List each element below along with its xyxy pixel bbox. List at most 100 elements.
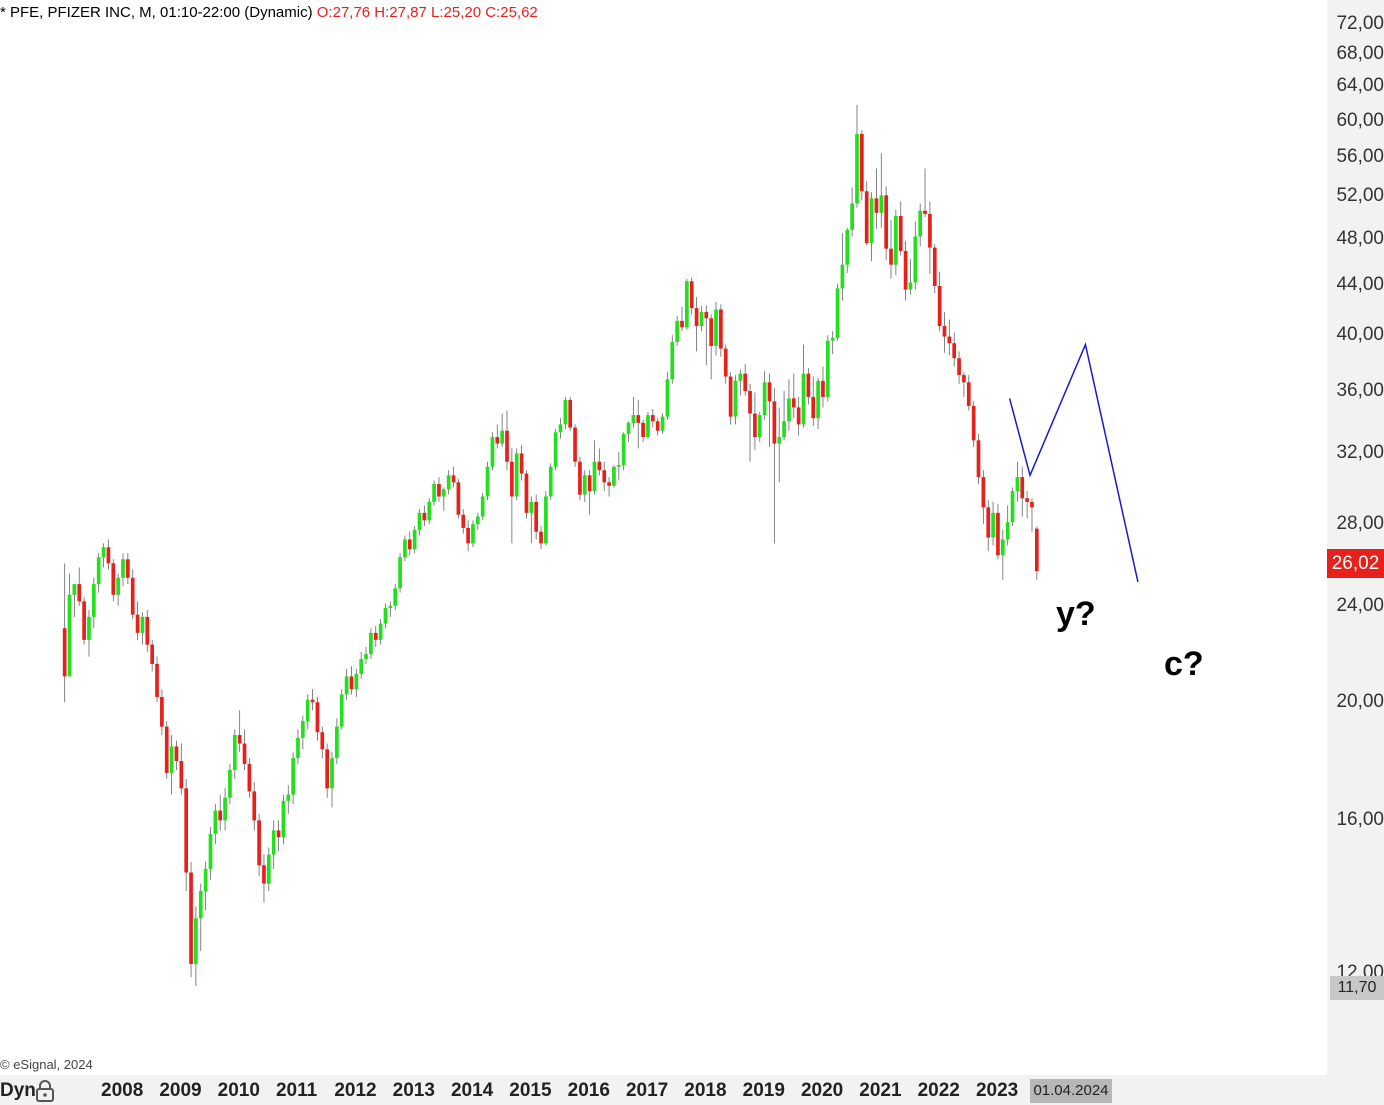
candle [286, 785, 291, 814]
candle-body-down [407, 539, 412, 550]
candle [937, 271, 942, 332]
candle [213, 804, 218, 845]
price-tick-label: 60,00 [1336, 109, 1384, 131]
candle-body-up [801, 373, 806, 425]
candle [475, 512, 480, 530]
candle [680, 306, 684, 332]
time-axis[interactable] [0, 1075, 1384, 1105]
projection-line[interactable] [1008, 342, 1139, 583]
candle-body-down [1030, 501, 1034, 508]
candle-body-up [1000, 539, 1005, 556]
candle [471, 520, 475, 548]
candle [986, 500, 991, 552]
candle-body-down [1034, 528, 1039, 572]
candle-body-down [966, 382, 971, 406]
candle [850, 187, 854, 237]
candle-body-up [490, 437, 495, 467]
candle-body-down [753, 413, 757, 438]
candle-body-up [432, 484, 436, 502]
candle-body-down [728, 376, 733, 417]
candle [198, 883, 203, 952]
candle-body-up [879, 195, 884, 213]
candle [359, 651, 364, 679]
candle [641, 419, 645, 442]
candle-body-up [369, 632, 373, 655]
candle-body-down [864, 191, 869, 244]
candle [607, 477, 611, 497]
candle-body-down [607, 482, 611, 486]
candle [889, 220, 893, 279]
candle [660, 413, 665, 434]
candle [738, 369, 743, 396]
candle [762, 370, 767, 420]
lock-icon[interactable] [34, 1079, 56, 1103]
candle-body-up [364, 654, 368, 660]
candle [976, 433, 981, 485]
year-tick-label: 2017 [625, 1080, 669, 1101]
price-tick-label: 56,00 [1336, 146, 1384, 168]
candle-body-down [573, 427, 577, 462]
candle [101, 543, 106, 568]
candle-body-up [544, 496, 548, 544]
candle-body-up [913, 236, 918, 283]
candle [519, 445, 524, 481]
candle [257, 813, 261, 877]
candle-body-up [393, 588, 398, 606]
candle-body-up [782, 421, 786, 438]
ohlc-readout: O:27,76 H:27,87 L:25,20 C:25,62 [316, 4, 538, 21]
candle-body-up [855, 133, 859, 204]
candle-body-down [704, 311, 709, 319]
candle-body-up [208, 833, 213, 869]
candle [1034, 526, 1039, 580]
candle-body-up [733, 380, 738, 417]
candle-body-down [77, 584, 82, 602]
year-tick-label: 2011 [275, 1080, 318, 1101]
candle-body-down [597, 461, 602, 471]
candle [247, 758, 252, 798]
price-tick-label: 20,00 [1336, 691, 1384, 713]
candle [126, 553, 130, 585]
candle-body-up [203, 868, 208, 892]
candle [932, 244, 937, 294]
candle-body-up [787, 398, 791, 422]
candle-body-down [262, 865, 266, 884]
candle [1025, 491, 1029, 519]
candle [539, 525, 543, 550]
candle [339, 689, 344, 730]
candle-body-up [1010, 491, 1015, 523]
candle [422, 505, 427, 526]
candle-body-down [636, 415, 641, 423]
candle-body-down [874, 198, 879, 213]
price-tick-label: 52,00 [1336, 185, 1384, 207]
candle-body-down [957, 358, 961, 376]
candle-body-up [91, 584, 96, 617]
candle [602, 461, 607, 492]
candle [325, 743, 330, 798]
candle-body-up [869, 198, 874, 244]
price-axis[interactable] [1327, 0, 1384, 1075]
candle [612, 465, 616, 488]
candle-body-down [218, 810, 223, 821]
candle [772, 388, 777, 544]
candle [879, 153, 884, 228]
candle-body-down [971, 405, 976, 441]
candle [913, 221, 918, 290]
candle [631, 396, 636, 428]
candle [753, 392, 757, 451]
candle [262, 854, 266, 903]
candle [689, 277, 694, 315]
candle [787, 379, 791, 431]
candle [685, 278, 689, 330]
candle-body-up [441, 489, 446, 497]
candle-body-up [305, 699, 310, 722]
candle [675, 315, 679, 346]
candlestick-plot[interactable] [0, 0, 1327, 1075]
candle [728, 372, 733, 425]
candle-body-down [689, 281, 694, 309]
dyn-label: Dyn [0, 1080, 36, 1101]
candle [77, 567, 82, 606]
candle [203, 861, 208, 911]
candle-body-up [699, 311, 704, 327]
candle-body-down [242, 743, 247, 764]
candle-body-down [743, 373, 748, 392]
